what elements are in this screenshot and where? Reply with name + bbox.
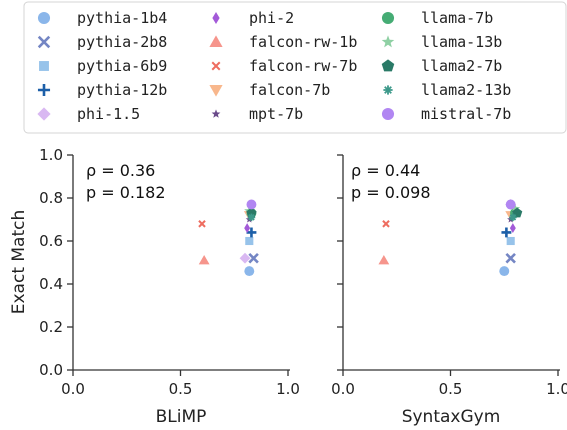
legend-label: mpt-7b [249, 105, 303, 123]
legend-item-pythia-6b9: pythia-6b9 [39, 57, 167, 75]
point-pythia-2b8 [248, 252, 259, 264]
legend-label: mistral-7b [421, 105, 511, 123]
point-llama2-13b [247, 213, 256, 222]
point-falcon-rw-7b [198, 220, 206, 228]
rho-annotation-right: ρ = 0.44 [351, 161, 420, 180]
legend-marker-pythia-1b4 [37, 11, 51, 25]
legend-label: pythia-1b4 [77, 9, 167, 27]
legend-marker-phi-1.5 [37, 107, 51, 121]
x-tick-label: 0.0 [331, 380, 355, 398]
legend-label: falcon-rw-1b [249, 33, 357, 51]
legend-label: falcon-7b [249, 81, 330, 99]
point-pythia-1b4 [244, 266, 255, 277]
p-annotation-right: p = 0.098 [351, 183, 431, 202]
legend-label: phi-2 [249, 9, 294, 27]
legend-label: phi-1.5 [77, 105, 140, 123]
legend-item-falcon-7b: falcon-7b [209, 81, 330, 99]
y-tick-label: 0.6 [39, 232, 63, 250]
legend-item-pythia-1b4: pythia-1b4 [37, 9, 167, 27]
legend-label: falcon-rw-7b [249, 57, 357, 75]
x-axis-title-right: SyntaxGym [402, 407, 501, 427]
point-pythia-6b9 [506, 236, 515, 246]
p-annotation-left: p = 0.182 [86, 183, 166, 202]
legend-item-llama2-13b: llama2-13b [383, 81, 511, 99]
legend-item-mistral-7b: mistral-7b [381, 105, 511, 123]
legend-item-llama2-7b: llama2-7b [381, 57, 502, 75]
legend-marker-falcon-rw-1b [209, 35, 223, 47]
rho-annotation-left: ρ = 0.36 [86, 161, 155, 180]
y-tick-label: 0.4 [39, 275, 63, 293]
legend-label: llama-13b [421, 33, 502, 51]
y-tick-label: 0.0 [39, 361, 63, 379]
point-pythia-6b9 [245, 236, 254, 246]
legend-frame [23, 1, 567, 134]
x-tick-label: 0.5 [439, 380, 463, 398]
legend-label: pythia-6b9 [77, 57, 167, 75]
point-phi-1.5 [239, 252, 251, 264]
y-tick-label: 0.8 [39, 189, 63, 207]
point-pythia-12b [501, 227, 512, 238]
legend-item-falcon-rw-7b: falcon-rw-7b [211, 57, 357, 75]
legend-marker-llama-13b [381, 35, 395, 48]
legend-marker-llama2-13b [383, 85, 393, 95]
legend-marker-mpt-7b [211, 109, 221, 118]
legend-marker-phi-2 [212, 11, 220, 25]
legend-item-mpt-7b: mpt-7b [211, 105, 303, 123]
legend-item-phi-1.5: phi-1.5 [37, 105, 140, 123]
legend-item-pythia-12b: pythia-12b [37, 81, 167, 99]
legend-item-llama-7b: llama-7b [381, 9, 493, 27]
x-axis-title-left: BLiMP [156, 407, 207, 427]
legend-label: llama2-7b [421, 57, 502, 75]
x-tick-label: 1.0 [546, 380, 567, 398]
legend-marker-pythia-12b [37, 83, 51, 97]
legend: pythia-1b4 pythia-2b8 pythia-6b9 pythia-12b… [23, 1, 567, 134]
point-mistral-7b [505, 199, 516, 210]
point-mistral-7b [246, 199, 257, 210]
y-tick-label: 0.2 [39, 318, 63, 336]
y-tick-label: 1.0 [39, 146, 63, 164]
panel-syntaxgym: 0.0 0.5 1.0 ρ = 0.44 p = 0.098 SyntaxGym [331, 154, 567, 427]
y-axis-title: Exact Match [9, 210, 29, 315]
point-pythia-2b8 [505, 252, 516, 264]
legend-label: pythia-2b8 [77, 33, 167, 51]
legend-item-llama-13b: llama-13b [381, 33, 502, 51]
legend-marker-llama2-7b [381, 59, 395, 72]
x-tick-label: 0.0 [61, 380, 85, 398]
point-falcon-rw-7b [382, 220, 390, 228]
legend-label: pythia-12b [77, 81, 167, 99]
point-llama2-13b [509, 213, 517, 222]
point-pythia-1b4 [499, 266, 510, 277]
point-phi-2 [244, 223, 251, 234]
legend-marker-falcon-7b [209, 85, 223, 97]
x-tick-label: 1.0 [276, 380, 300, 398]
legend-item-falcon-rw-1b: falcon-rw-1b [209, 33, 357, 51]
legend-label: llama2-13b [421, 81, 511, 99]
legend-item-phi-2: phi-2 [212, 9, 294, 27]
panel-blimp: 0.0 0.5 1.0 0.0 0.2 0.4 0.6 0.8 1.0 ρ = 0.36 p =… [9, 146, 300, 427]
legend-marker-mistral-7b [381, 107, 395, 121]
legend-marker-llama-7b [381, 11, 395, 25]
point-phi-2 [509, 223, 516, 234]
legend-item-pythia-2b8: pythia-2b8 [37, 33, 167, 51]
point-falcon-rw-1b [198, 254, 210, 265]
point-pythia-12b [246, 227, 257, 238]
point-llama-13b [509, 203, 521, 214]
point-falcon-rw-1b [378, 254, 390, 265]
x-tick-label: 0.5 [169, 380, 193, 398]
legend-marker-pythia-2b8 [37, 35, 51, 49]
legend-marker-pythia-6b9 [39, 61, 49, 71]
legend-label: llama-7b [421, 9, 493, 27]
legend-marker-falcon-rw-7b [211, 61, 221, 71]
